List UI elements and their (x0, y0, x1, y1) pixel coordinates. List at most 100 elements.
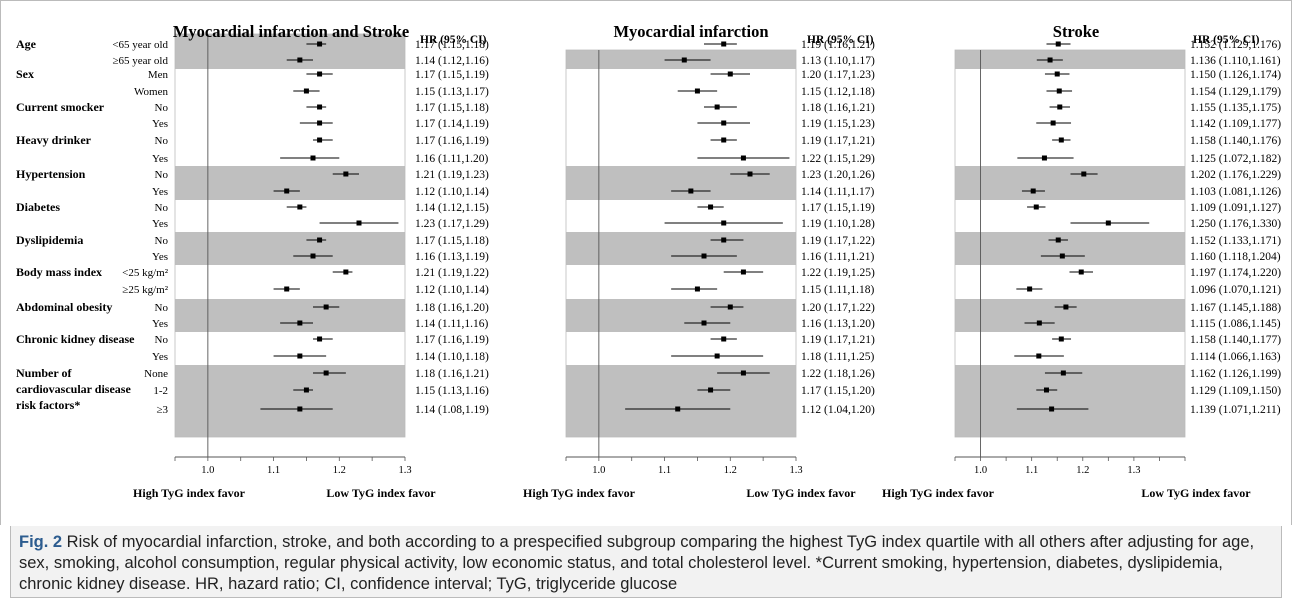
hr-point (1105, 220, 1111, 226)
x-tick-label: 1.2 (724, 465, 737, 476)
hr-point (1078, 269, 1084, 275)
hr-point (343, 269, 349, 275)
forest-plot-figure: 1.0 1.1 1.2 1.3 Myocardial infarction and St… (0, 0, 1292, 525)
hr-value-label: 1.19 (1.16,1.21) (801, 39, 875, 51)
hr-value-label: 1.136 (1.110,1.161) (1190, 55, 1281, 67)
hr-point (317, 71, 323, 77)
subgroup-label: Yes (152, 218, 168, 230)
hr-value-label: 1.17 (1.15,1.18) (415, 235, 489, 247)
panel-title: Myocardial infarction (613, 22, 768, 41)
subgroup-label: No (155, 334, 169, 346)
hr-point (708, 204, 714, 210)
hr-value-label: 1.16 (1.11,1.21) (801, 251, 875, 263)
panel-title: Stroke (1053, 22, 1099, 41)
hr-point (721, 41, 727, 47)
hr-value-label: 1.14 (1.11,1.16) (415, 318, 489, 330)
hr-value-label: 1.125 (1.072,1.182) (1190, 153, 1281, 165)
x-tick-label: 1.0 (592, 465, 605, 476)
hr-value-label: 1.15 (1.12,1.18) (801, 86, 875, 98)
hr-value-label: 1.142 (1.109,1.177) (1190, 118, 1281, 130)
hr-value-label: 1.22 (1.18,1.26) (801, 368, 875, 380)
hr-value-label: 1.17 (1.15,1.18) (415, 39, 489, 51)
hr-point (721, 120, 727, 126)
subgroup-label: No (155, 235, 169, 247)
group-label: risk factors* (16, 398, 80, 412)
hr-point (1033, 204, 1039, 210)
x-tick-label: 1.2 (333, 465, 346, 476)
hr-value-label: 1.19 (1.17,1.21) (801, 135, 875, 147)
hr-value-label: 1.17 (1.15,1.19) (801, 202, 875, 214)
hr-point (310, 155, 316, 161)
hr-value-label: 1.21 (1.19,1.22) (415, 267, 489, 279)
hr-value-label: 1.15 (1.13,1.16) (415, 385, 489, 397)
group-label: Dyslipidemia (16, 233, 83, 247)
hr-point (310, 253, 316, 259)
hr-value-label: 1.115 (1.086,1.145) (1190, 318, 1281, 330)
hr-point (297, 57, 303, 63)
subgroup-label: <65 year old (112, 39, 168, 51)
x-tick-label: 1.1 (267, 465, 280, 476)
group-label: Sex (16, 67, 34, 81)
shaded-band (175, 232, 405, 265)
hr-point (297, 406, 303, 412)
hr-value-label: 1.18 (1.16,1.20) (415, 302, 489, 314)
figure-caption: Fig. 2 Risk of myocardial infarction, st… (10, 526, 1282, 598)
shaded-band (566, 365, 796, 437)
shaded-band (175, 166, 405, 200)
hr-point (740, 155, 746, 161)
group-label: Heavy drinker (16, 133, 92, 147)
shaded-band (955, 365, 1185, 437)
hr-point (1049, 406, 1055, 412)
hr-point (681, 57, 687, 63)
hr-point (675, 406, 681, 412)
hr-value-label: 1.197 (1.174,1.220) (1190, 267, 1281, 279)
hr-value-label: 1.202 (1.176,1.229) (1190, 169, 1281, 181)
hr-point (317, 237, 323, 243)
hr-value-label: 1.103 (1.081,1.126) (1190, 186, 1281, 198)
favor-right-label: Low TyG index favor (746, 486, 856, 500)
hr-point (303, 387, 309, 393)
hr-point (1030, 188, 1036, 194)
hr-point (284, 286, 290, 292)
hr-point (740, 269, 746, 275)
hr-point (721, 237, 727, 243)
favor-left-label: High TyG index favor (133, 486, 246, 500)
subgroup-label: None (144, 368, 168, 380)
subgroup-label: Yes (152, 153, 168, 165)
hr-point (1059, 253, 1065, 259)
subgroup-label: ≥3 (156, 404, 168, 416)
hr-point (727, 71, 733, 77)
hr-value-label: 1.250 (1.176,1.330) (1190, 218, 1281, 230)
subgroup-label: 1-2 (153, 385, 168, 397)
hr-value-label: 1.160 (1.118,1.204) (1190, 251, 1281, 263)
subgroup-label: No (155, 202, 169, 214)
hr-point (1055, 41, 1061, 47)
hr-value-label: 1.14 (1.08,1.19) (415, 404, 489, 416)
favor-right-label: Low TyG index favor (326, 486, 436, 500)
group-label: Chronic kidney disease (16, 332, 135, 346)
shaded-band (566, 299, 796, 332)
hr-value-label: 1.158 (1.140,1.176) (1190, 135, 1281, 147)
group-label: Hypertension (16, 167, 86, 181)
hr-point (1036, 320, 1042, 326)
hr-value-label: 1.23 (1.17,1.29) (415, 218, 489, 230)
group-label: Abdominal obesity (16, 300, 112, 314)
favor-left-label: High TyG index favor (882, 486, 995, 500)
hr-point (714, 104, 720, 110)
hr-value-label: 1.17 (1.16,1.19) (415, 135, 489, 147)
hr-column-header: HR (95% CI) (1193, 34, 1260, 46)
hr-point (317, 120, 323, 126)
subgroup-label: Yes (152, 186, 168, 198)
group-label: Age (16, 37, 37, 51)
panel-title: Myocardial infarction and Stroke (173, 22, 409, 41)
hr-point (297, 320, 303, 326)
hr-point (708, 387, 714, 393)
hr-value-label: 1.12 (1.04,1.20) (801, 404, 875, 416)
hr-point (747, 171, 753, 177)
hr-value-label: 1.19 (1.10,1.28) (801, 218, 875, 230)
x-tick-label: 1.1 (1025, 465, 1038, 476)
hr-value-label: 1.16 (1.13,1.20) (801, 318, 875, 330)
hr-value-label: 1.20 (1.17,1.22) (801, 302, 875, 314)
subgroup-label: Yes (152, 251, 168, 263)
shaded-band (955, 299, 1185, 332)
